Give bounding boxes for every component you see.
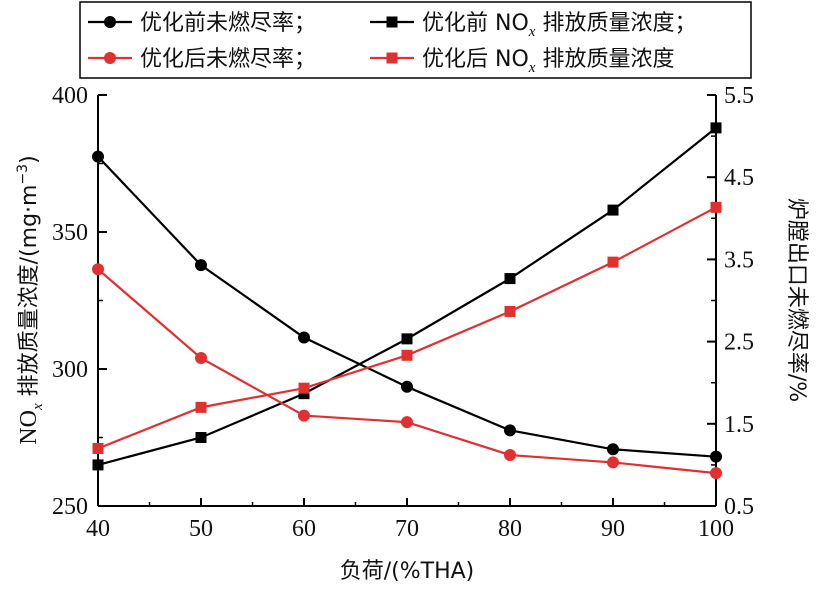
data-point-0-5	[607, 443, 619, 456]
legend-box	[79, 1, 752, 79]
series-line-2	[97, 268, 717, 475]
data-point-1-4	[504, 273, 516, 285]
left-y-axis-title: NOx 排放质量浓度/(mg·m−3)	[15, 155, 46, 444]
data-point-3-4	[504, 305, 516, 317]
legend-marker	[104, 52, 116, 64]
x-tick-label: 80	[498, 516, 522, 542]
legend-label: 优化前 NOx 排放质量浓度；	[422, 11, 696, 40]
data-point-1-5	[607, 204, 619, 216]
series-0	[92, 150, 722, 463]
data-point-1-1	[195, 432, 207, 443]
x-tick-label: 100	[698, 516, 734, 542]
series-line-1	[97, 127, 717, 466]
legend-label-sub: x	[528, 24, 536, 40]
series-line-3	[97, 206, 717, 450]
x-axis-title: 负荷/(%THA)	[340, 559, 475, 584]
legend-label-pre: 优化前 NO	[422, 11, 529, 36]
legend-label: 优化后 NOx 排放质量浓度	[422, 47, 674, 76]
legend-label-post: 排放质量浓度	[535, 47, 674, 72]
legend-marker	[386, 52, 398, 64]
legend-marker	[104, 16, 116, 28]
data-point-2-6	[710, 467, 722, 480]
legend-item-3: 优化后 NOx 排放质量浓度	[370, 47, 674, 76]
data-point-2-0	[92, 263, 104, 276]
data-point-1-3	[401, 333, 413, 345]
x-tick-label: 50	[189, 516, 213, 542]
x-tick-label: 90	[601, 516, 625, 542]
left-y-tick-label: 350	[52, 220, 88, 246]
data-point-0-2	[298, 331, 310, 344]
legend-label: 优化前未燃尽率；	[140, 11, 316, 36]
left-y-tick-label: 400	[52, 83, 88, 109]
axes: 40 50 60 70 80 90 100 250 300 350 400 0.5 1.5 2.5 3.5 4…	[15, 83, 809, 584]
right-y-tick-label: 4.5	[724, 165, 754, 191]
right-y-tick-label: 2.5	[724, 330, 754, 356]
series-2	[92, 263, 722, 480]
data-point-2-4	[504, 449, 516, 462]
left-y-title-prefix: NO	[16, 410, 42, 445]
x-tick-label: 60	[292, 516, 316, 542]
data-point-3-3	[401, 349, 413, 361]
data-point-2-2	[298, 409, 310, 422]
data-point-0-6	[710, 450, 722, 463]
legend-label-pre: 优化后 NO	[422, 47, 529, 72]
data-point-2-1	[195, 352, 207, 365]
x-tick-label: 40	[86, 516, 110, 542]
data-point-1-0	[92, 459, 104, 471]
data-point-0-0	[92, 150, 104, 163]
data-point-3-5	[607, 256, 619, 268]
right-y-tick-label: 0.5	[724, 494, 754, 520]
left-y-title-sup: −3	[15, 164, 31, 185]
left-y-title-main: 排放质量浓度/(mg·m	[17, 185, 42, 404]
right-y-tick-label: 3.5	[724, 247, 754, 273]
legend-item-1: 优化前 NOx 排放质量浓度；	[370, 11, 696, 40]
right-y-tick-label: 1.5	[724, 412, 754, 438]
right-y-tick-label: 5.5	[724, 83, 754, 109]
data-point-2-5	[607, 456, 619, 469]
series-3	[92, 201, 722, 454]
data-point-2-3	[401, 416, 413, 429]
legend: 优化前未燃尽率； 优化前 NOx 排放质量浓度；优化后未燃尽率； 优化后 NOx 排…	[79, 1, 752, 79]
left-y-tick-label: 250	[52, 494, 88, 520]
data-point-3-1	[195, 401, 207, 413]
legend-marker	[386, 16, 398, 28]
legend-label-post: 排放质量浓度；	[535, 11, 696, 36]
x-tick-label: 70	[395, 516, 419, 542]
data-point-3-2	[298, 382, 310, 394]
data-point-3-0	[92, 442, 104, 454]
legend-item-0: 优化前未燃尽率；	[88, 11, 316, 36]
left-y-title-close: )	[17, 155, 42, 164]
data-point-0-4	[504, 424, 516, 437]
data-point-1-6	[710, 122, 722, 134]
right-y-axis-title: 炉膛出口未燃尽率/%	[784, 198, 809, 402]
plot-area	[92, 122, 722, 480]
left-y-title-sub: x	[30, 403, 46, 411]
data-point-3-6	[710, 201, 722, 213]
data-point-0-1	[195, 259, 207, 272]
legend-label: 优化后未燃尽率；	[140, 47, 316, 72]
legend-label-sub: x	[528, 60, 536, 76]
left-y-tick-label: 300	[52, 357, 88, 383]
legend-item-2: 优化后未燃尽率；	[88, 47, 316, 72]
data-point-0-3	[401, 380, 413, 393]
